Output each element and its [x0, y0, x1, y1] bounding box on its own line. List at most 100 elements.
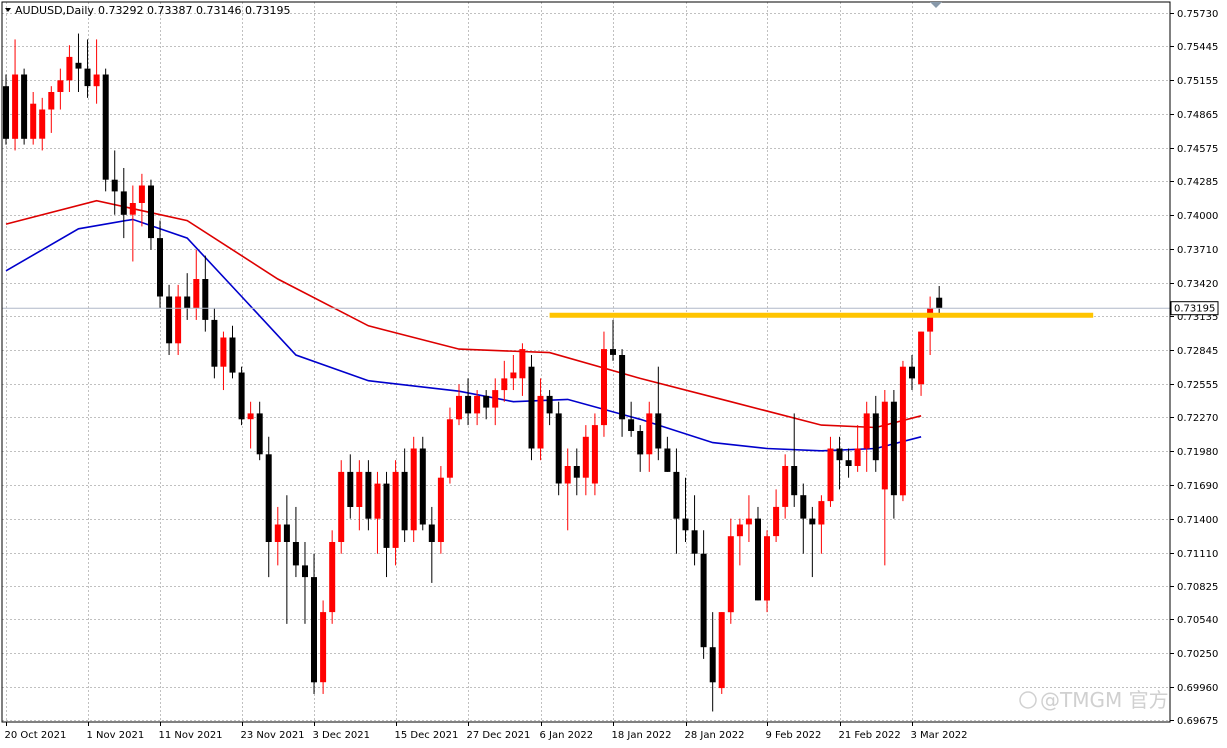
candle-body — [899, 366, 906, 496]
candle — [782, 454, 789, 519]
candle — [138, 173, 145, 227]
candle — [628, 401, 635, 437]
y-tick-label: 0.74575 — [1177, 144, 1218, 155]
candle — [256, 401, 263, 461]
candle-body — [709, 647, 716, 683]
candle-body — [292, 542, 299, 566]
candle-body — [492, 390, 499, 408]
candle-body — [854, 448, 861, 466]
x-tick-label: 1 Nov 2021 — [87, 730, 145, 741]
candle-body — [736, 524, 743, 537]
candle — [918, 331, 925, 396]
candle-body — [890, 401, 897, 496]
x-tick-label: 18 Jan 2022 — [612, 730, 672, 741]
candle — [238, 366, 245, 426]
candle-body — [419, 448, 426, 525]
candle-body — [881, 401, 888, 490]
candle-body — [601, 349, 607, 426]
candle-body — [610, 349, 616, 355]
candle-body — [664, 448, 671, 472]
candle-body — [909, 366, 915, 379]
candle-body — [30, 103, 37, 139]
candle — [573, 448, 580, 496]
watermark: @TMGM 官方 — [1019, 688, 1169, 712]
y-tick-label: 0.72555 — [1177, 380, 1218, 391]
candle-body — [528, 366, 535, 449]
candle — [392, 460, 399, 566]
candle — [283, 495, 290, 624]
candle — [709, 612, 716, 712]
candle-body — [84, 68, 91, 87]
candle — [437, 466, 444, 554]
candle — [492, 378, 499, 426]
candle — [845, 448, 852, 478]
candle-body — [320, 612, 327, 683]
candle-body — [3, 86, 9, 139]
candle-body — [582, 436, 589, 478]
candle — [302, 542, 308, 624]
candle-body — [655, 413, 662, 449]
candle — [148, 179, 154, 250]
candle — [691, 495, 698, 566]
candle — [84, 39, 91, 98]
candle-body — [129, 203, 136, 215]
y-tick-label: 0.69675 — [1177, 716, 1218, 727]
candle — [374, 471, 381, 554]
candle — [292, 506, 299, 578]
candle-body — [39, 109, 46, 139]
candle-body — [102, 74, 109, 180]
candle-body — [66, 56, 73, 81]
candle-body — [401, 471, 408, 531]
candle-body — [646, 413, 653, 455]
y-tick-label: 0.73135 — [1177, 312, 1218, 323]
candle-body — [202, 279, 209, 320]
candle — [30, 92, 37, 145]
candle-body — [827, 448, 834, 502]
candle-body — [157, 238, 163, 297]
candle — [211, 308, 218, 379]
candle — [700, 530, 707, 659]
candle — [39, 97, 46, 151]
candle — [601, 331, 607, 437]
candle — [175, 284, 182, 355]
candle — [202, 255, 209, 332]
candle — [401, 448, 408, 542]
candle — [872, 395, 879, 472]
candle-body — [220, 337, 227, 367]
candle — [537, 378, 544, 461]
candle — [564, 448, 571, 531]
candle-body — [57, 80, 64, 92]
candle — [927, 296, 934, 355]
candle — [410, 436, 417, 542]
x-tick-label: 3 Mar 2022 — [911, 730, 968, 741]
candle-body — [727, 536, 734, 613]
candle-body — [120, 191, 127, 215]
candle — [157, 220, 163, 309]
candle-body — [927, 308, 934, 332]
dropdown-triangle-icon[interactable] — [5, 8, 11, 12]
y-tick-label: 0.72270 — [1177, 413, 1218, 424]
candle-body — [428, 524, 435, 542]
x-tick-label: 28 Jan 2022 — [685, 730, 745, 741]
candle-body — [782, 466, 789, 507]
candle — [582, 425, 589, 496]
candle-body — [619, 355, 626, 420]
candle — [736, 518, 743, 566]
candle — [21, 68, 28, 145]
candle — [610, 319, 616, 361]
candle — [57, 68, 64, 110]
scroll-shift-icon[interactable] — [930, 2, 942, 8]
x-tick-label: 3 Dec 2021 — [313, 730, 371, 741]
candle-body — [573, 466, 580, 478]
candle-body — [537, 395, 544, 449]
header-bar: AUDUSD,Daily 0.73292 0.73387 0.73146 0.7… — [5, 4, 290, 17]
candle — [755, 506, 761, 601]
candle — [809, 506, 816, 578]
candle-body — [483, 395, 490, 408]
candle — [899, 360, 906, 502]
candle-body — [365, 471, 372, 519]
candle — [655, 366, 662, 461]
candle-body — [338, 471, 345, 542]
candle — [483, 390, 490, 420]
